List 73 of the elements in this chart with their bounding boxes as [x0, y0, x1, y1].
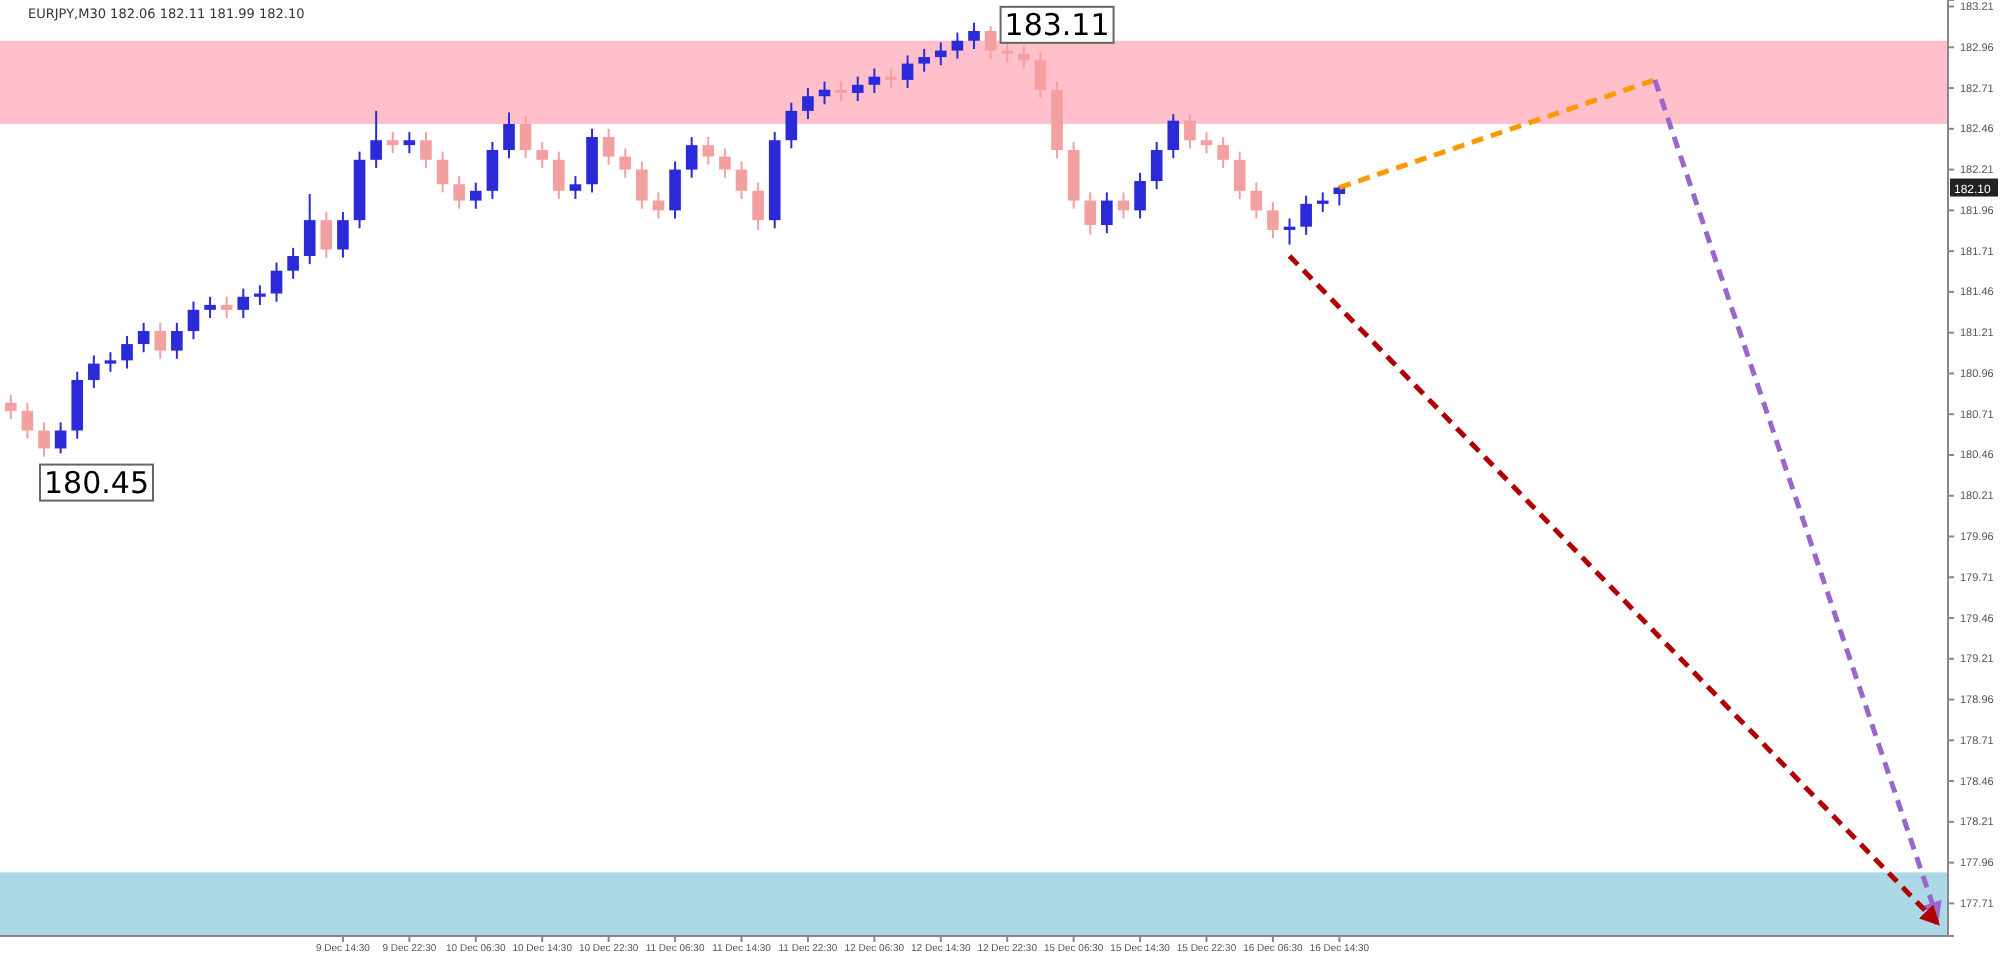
candlestick	[1316, 191, 1329, 213]
candlestick	[519, 114, 532, 160]
candlestick	[254, 284, 266, 306]
candlestick	[702, 135, 715, 166]
candlestick	[386, 131, 399, 155]
candlestick	[1018, 44, 1030, 70]
candlestick	[303, 193, 316, 266]
candlestick	[752, 181, 764, 231]
candlestick	[486, 140, 499, 200]
candlestick	[1233, 150, 1246, 200]
candlestick	[1267, 201, 1279, 240]
candlestick	[137, 321, 150, 354]
candlestick	[636, 160, 648, 210]
candlestick	[719, 147, 731, 179]
candlestick	[851, 75, 864, 103]
candlestick	[1300, 194, 1312, 236]
candlestick	[320, 210, 333, 259]
candlestick	[1250, 181, 1263, 220]
candlestick	[4, 393, 17, 421]
candlestick	[802, 87, 814, 121]
candlestick	[1167, 113, 1180, 160]
candlestick	[187, 300, 200, 341]
candlestick	[469, 181, 482, 210]
annotation: 183.11	[1004, 6, 1110, 43]
candlestick	[1101, 191, 1113, 235]
candlestick	[453, 175, 465, 210]
candlestick	[121, 334, 133, 370]
candlestick	[669, 160, 681, 220]
candlestick	[934, 41, 947, 67]
candlestick	[88, 354, 100, 390]
candlestick	[237, 287, 250, 319]
candlestick	[171, 321, 183, 360]
candlestick	[270, 261, 283, 303]
candlestick	[503, 111, 515, 160]
candlestick	[901, 54, 914, 90]
candlestick	[951, 31, 964, 60]
candlestick	[586, 127, 598, 194]
candlestick	[21, 401, 34, 440]
candlestick	[868, 67, 881, 94]
candlestick	[1150, 140, 1163, 191]
candlestick	[337, 210, 349, 259]
candlestick	[536, 140, 549, 169]
candlestick	[785, 101, 798, 150]
candlestick	[403, 131, 416, 155]
candlestick	[1084, 191, 1097, 236]
candlestick	[1184, 113, 1196, 150]
candlestick	[38, 421, 50, 458]
candlestick	[885, 67, 897, 90]
candlestick	[154, 321, 167, 360]
candlestick	[984, 25, 997, 60]
candlestick	[918, 47, 930, 73]
candlestick	[1034, 51, 1047, 99]
candlestick	[569, 175, 582, 200]
candlestick	[619, 147, 632, 179]
candlestick	[370, 109, 382, 169]
annotation: 180.45	[44, 464, 150, 501]
candlestick	[602, 127, 615, 166]
candlestick	[835, 80, 847, 103]
candlestick	[436, 150, 449, 194]
candlestick	[420, 131, 432, 169]
candlestick	[54, 421, 67, 455]
candlestick	[1134, 171, 1146, 220]
candlestick	[553, 150, 565, 200]
candlestick	[735, 160, 748, 200]
candlestick	[104, 351, 117, 373]
candlestick	[204, 295, 216, 319]
candlestick	[1001, 41, 1014, 63]
candlestick	[1217, 135, 1229, 169]
candlestick	[685, 135, 698, 179]
candlestick	[220, 295, 233, 319]
candlestick	[1200, 131, 1213, 155]
candlestick	[968, 21, 980, 50]
candlestick	[287, 246, 299, 280]
